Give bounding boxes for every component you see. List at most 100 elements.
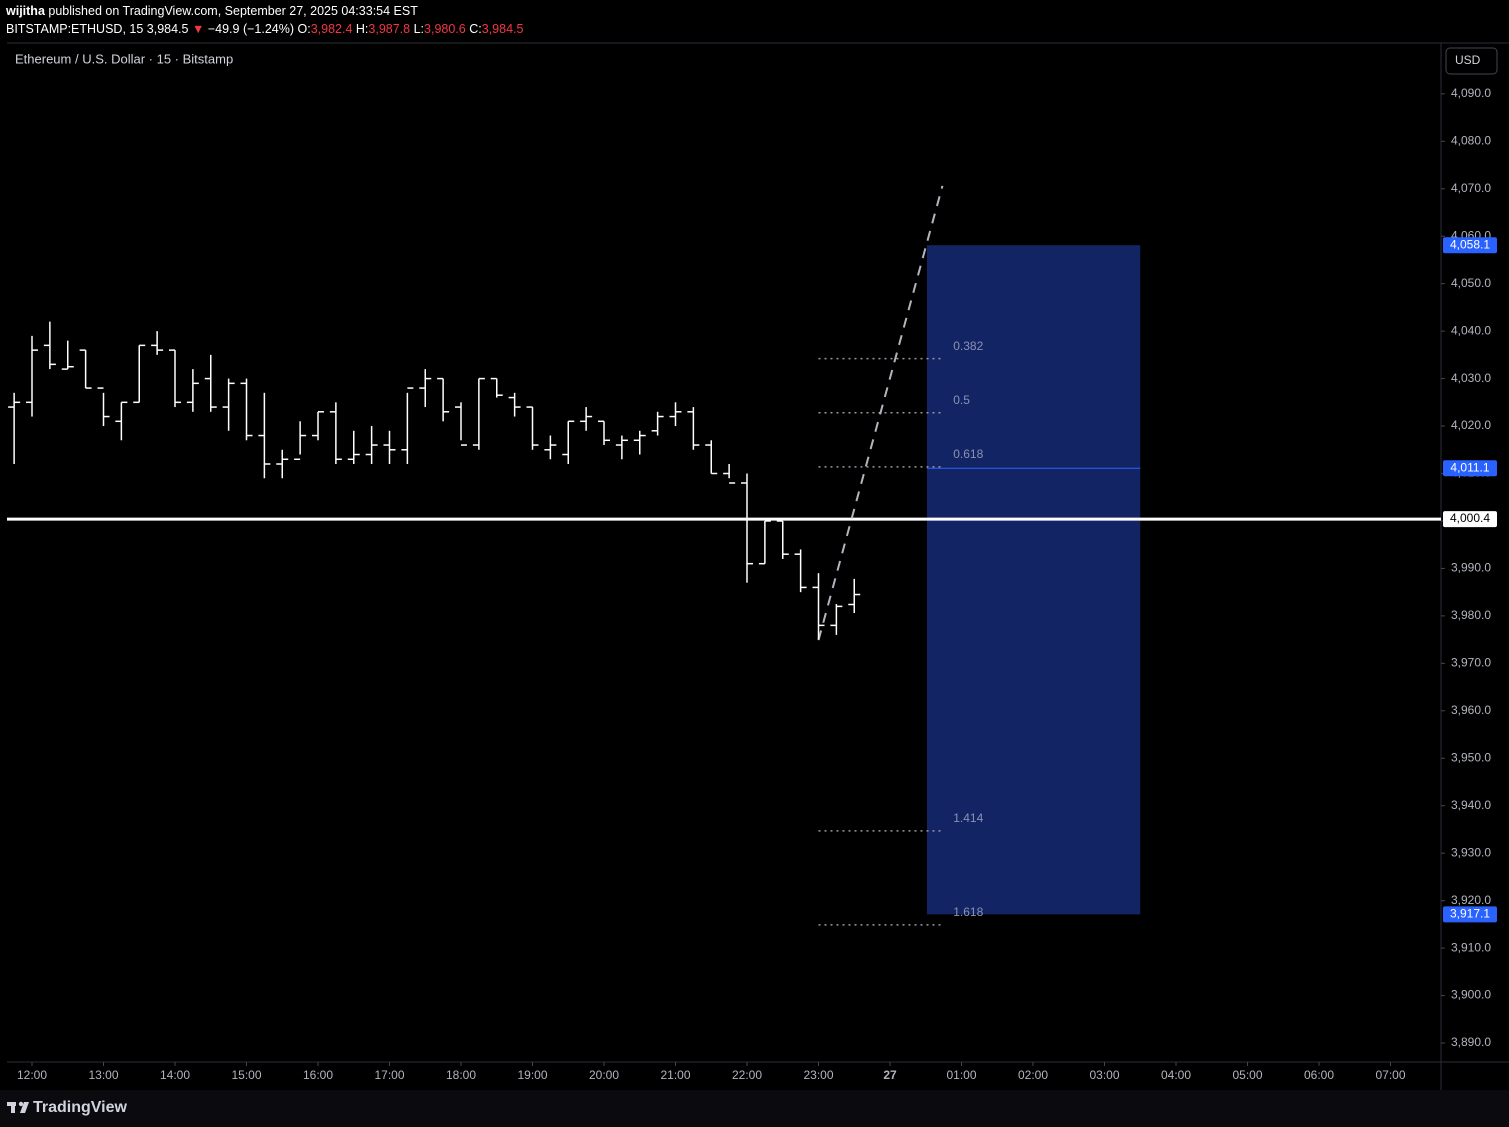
x-tick-label: 06:00: [1304, 1068, 1334, 1082]
ohlc-bar: [186, 369, 199, 412]
x-tick-label: 23:00: [803, 1068, 833, 1082]
currency-label[interactable]: USD: [1455, 53, 1481, 67]
ohlc-bar: [294, 421, 307, 461]
ohlc-bar: [562, 420, 575, 465]
ohlc-bar: [741, 473, 753, 583]
ohlc-bar: [115, 401, 128, 441]
ohlc-bar: [151, 331, 164, 355]
y-tick-label: 4,090.0: [1451, 86, 1491, 100]
chart-title: Ethereum / U.S. Dollar · 15 · Bitstamp: [15, 51, 233, 66]
ohlc-bar: [812, 573, 825, 640]
logo: [7, 1101, 29, 1113]
x-tick-label: 15:00: [231, 1068, 261, 1082]
ohlc-bar: [687, 407, 700, 450]
ohlc-bar: [526, 406, 539, 450]
fib-label: 0.5: [953, 393, 970, 407]
ohlc-label: L:: [414, 22, 424, 36]
arrow: ▼: [192, 22, 204, 36]
price-label: 3,917.1: [1450, 907, 1490, 921]
author: wijitha: [5, 4, 46, 18]
ohlc-bar: [705, 440, 718, 475]
ohlc-bar: [276, 449, 289, 479]
ohlc-bar: [79, 349, 92, 389]
ohlc-bar: [8, 392, 21, 465]
x-tick-label: 27: [883, 1068, 897, 1082]
brand: TradingView: [33, 1099, 128, 1116]
change: −49.9 (−1.24%): [208, 22, 294, 36]
ohlc-bar: [97, 387, 110, 427]
ohlc-bar: [472, 377, 485, 450]
header-line: wijitha published on TradingView.com, Se…: [5, 4, 418, 18]
ohlc-bar: [204, 354, 217, 412]
ohlc-bar: [401, 387, 414, 465]
ohlc-bar: [723, 464, 736, 484]
x-tick-label: 07:00: [1375, 1068, 1405, 1082]
price-label-bg: [1443, 460, 1497, 477]
x-tick-label: 16:00: [303, 1068, 333, 1082]
y-tick-label: 3,990.0: [1451, 561, 1491, 575]
x-tick-label: 03:00: [1089, 1068, 1119, 1082]
ohlc-bar: [669, 402, 682, 427]
ohlc-bar: [830, 604, 843, 635]
y-tick-label: 3,960.0: [1451, 703, 1491, 717]
y-tick-label: 3,920.0: [1451, 893, 1491, 907]
ohlc-label: H:: [356, 22, 369, 36]
fib-label: 1.414: [953, 811, 983, 825]
x-tick-label: 12:00: [17, 1068, 47, 1082]
ohlc-bar: [544, 435, 557, 460]
y-tick-label: 3,910.0: [1451, 940, 1491, 954]
footer-bar: [0, 1090, 1509, 1127]
ohlc-bar: [240, 378, 253, 441]
ohlc-value: 3,987.8: [368, 22, 410, 36]
price-label: 4,000.4: [1450, 511, 1490, 525]
ohlc-bar: [419, 369, 432, 408]
logo-part: [18, 1101, 24, 1107]
ohlc-bar: [312, 411, 324, 441]
ohlc-bar: [61, 340, 74, 370]
x-tick-label: 01:00: [946, 1068, 976, 1082]
ohlc-bar: [490, 377, 503, 398]
y-tick-label: 3,980.0: [1451, 608, 1491, 622]
ohlc-bar: [598, 420, 610, 446]
ohlc-bar: [365, 426, 378, 465]
ohlc-bar: [455, 402, 467, 446]
fib-label: 0.618: [953, 447, 983, 461]
y-tick-label: 3,970.0: [1451, 656, 1491, 670]
ohlc-label: O:: [298, 22, 311, 36]
x-tick-label: 18:00: [446, 1068, 476, 1082]
ohlc-bar: [758, 520, 771, 565]
x-tick-label: 04:00: [1161, 1068, 1191, 1082]
ohlc-value: 3,984.5: [482, 22, 524, 36]
ohlc-bar: [794, 549, 807, 593]
symbol: BITSTAMP:ETHUSD, 15: [6, 22, 143, 36]
logo-part: [20, 1102, 29, 1113]
y-tick-label: 4,070.0: [1451, 181, 1491, 195]
ohlc-bar: [26, 335, 38, 417]
ohlc-bar: [347, 430, 360, 465]
plot-area: [7, 185, 1441, 926]
symbol-line: BITSTAMP:ETHUSD, 15 3,984.5 ▼ −49.9 (−1.…: [6, 22, 524, 36]
fib-label: 0.382: [953, 339, 983, 353]
ohlc-bar: [633, 430, 646, 455]
y-tick-label: 4,080.0: [1451, 133, 1491, 147]
ohlc-bar: [508, 392, 521, 417]
ohlc-bar: [222, 378, 235, 431]
y-tick-label: 3,930.0: [1451, 845, 1491, 859]
y-tick-label: 3,940.0: [1451, 798, 1491, 812]
x-tick-label: 22:00: [732, 1068, 762, 1082]
x-tick-label: 21:00: [660, 1068, 690, 1082]
ohlc-bar: [580, 407, 593, 431]
ohlc-bar: [651, 411, 664, 436]
y-tick-label: 3,950.0: [1451, 750, 1491, 764]
ohlc-label: C:: [469, 22, 482, 36]
ohlc-bar: [776, 520, 789, 559]
price-label: 4,058.1: [1450, 237, 1490, 251]
published: published on TradingView.com, September …: [48, 4, 418, 18]
position-box: [926, 245, 1141, 915]
y-tick-label: 4,030.0: [1451, 371, 1491, 385]
currency-button[interactable]: [1445, 47, 1498, 75]
ohlc-bar: [383, 430, 396, 465]
y-tick-label: 4,020.0: [1451, 418, 1491, 432]
